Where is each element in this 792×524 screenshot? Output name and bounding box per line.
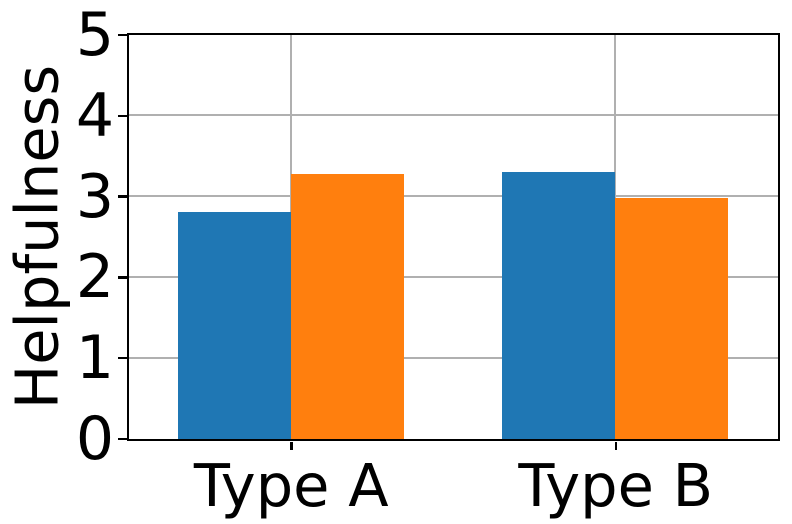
x-tick-mark-type-b: [614, 441, 617, 450]
h-gridline-4: [128, 114, 778, 117]
h-gridline-2: [128, 275, 778, 278]
h-gridline-3: [128, 195, 778, 198]
x-tick-mark-type-a: [290, 441, 293, 450]
bar-type-a-blue: [177, 212, 291, 439]
bar-type-a-orange: [290, 174, 404, 439]
bar-type-b-orange: [615, 197, 729, 439]
y-axis-label: Helpfulness: [2, 64, 72, 410]
plot-inner: [128, 34, 778, 439]
bar-type-b-blue: [502, 171, 616, 439]
x-tick-label-type-a: Type A: [193, 450, 389, 520]
h-gridline-1: [128, 356, 778, 359]
y-tick-label-0: 0: [75, 404, 114, 474]
plot-area: [126, 32, 780, 441]
y-tick-label-5: 5: [75, 0, 114, 70]
x-tick-label-type-b: Type B: [518, 450, 714, 520]
